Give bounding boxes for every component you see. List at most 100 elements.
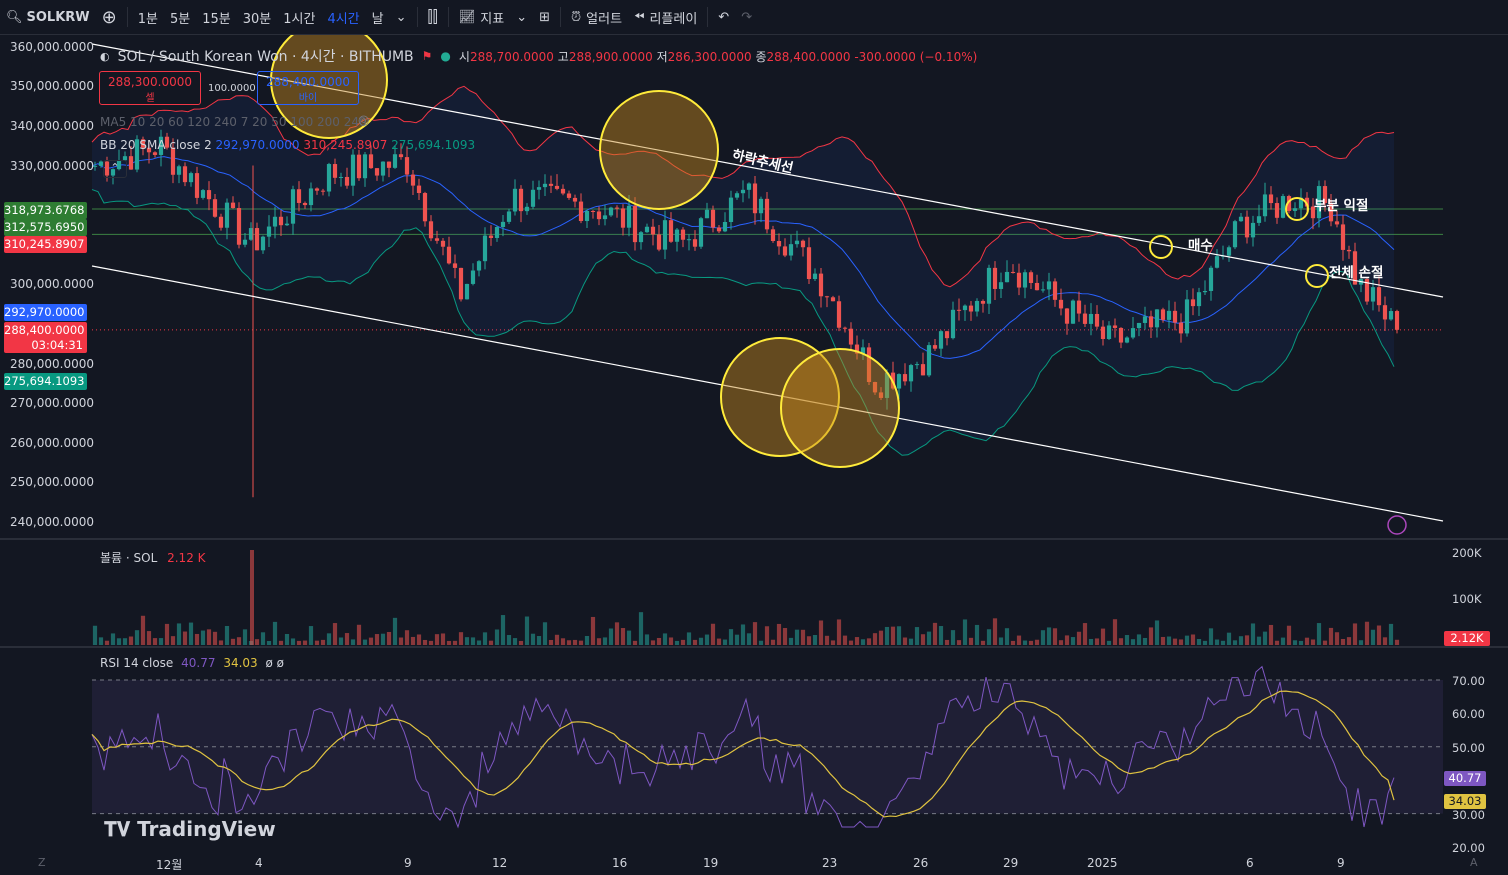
candle-body xyxy=(434,238,440,241)
timeframe-1h[interactable]: 1시간 xyxy=(283,11,316,27)
volume-bar xyxy=(1322,640,1328,645)
volume-bar xyxy=(392,617,398,645)
timeframe-15m[interactable]: 15분 xyxy=(202,11,231,27)
candle-body xyxy=(596,211,602,220)
candle-body xyxy=(566,193,572,198)
zoom-icon[interactable]: Z xyxy=(38,856,46,869)
volume-bar xyxy=(992,618,998,645)
candle-body xyxy=(152,152,158,155)
volume-bar xyxy=(440,633,446,645)
brand-label: TradingView xyxy=(137,817,276,841)
candle-body xyxy=(1136,322,1142,329)
timeframe-30m[interactable]: 30분 xyxy=(242,11,272,27)
time-tick: 2025 xyxy=(1087,856,1118,870)
candle-body xyxy=(1346,249,1352,252)
alert-label: 얼러트 xyxy=(586,11,623,27)
volume-bar xyxy=(842,635,848,645)
volume-bar xyxy=(554,634,560,645)
volume-bar xyxy=(404,630,410,645)
volume-bar xyxy=(1172,638,1178,645)
replay-button[interactable]: ⏪︎ 리플레이 xyxy=(628,0,703,34)
hidden-eye-icon[interactable]: ◎ xyxy=(358,113,370,128)
flag-icon[interactable]: ⚑ xyxy=(421,49,433,63)
volume-bar xyxy=(1244,635,1250,645)
price-tick: 340,000.0000 xyxy=(10,119,94,133)
volume-bar xyxy=(1106,640,1112,645)
rsi-value: 40.77 xyxy=(181,656,216,670)
auto-scale-icon[interactable]: A xyxy=(1470,856,1478,869)
time-tick: 12월 xyxy=(156,858,183,872)
volume-bar xyxy=(1112,619,1118,645)
open-value: 288,700.0000 xyxy=(469,49,554,64)
volume-value: 2.12 K xyxy=(167,551,206,565)
ma-legend[interactable]: MA5 10 20 60 120 240 7 20 50 100 200 240 xyxy=(100,115,367,129)
compare-button[interactable]: ⊕ xyxy=(96,0,123,34)
timeframe-1d[interactable]: 날 xyxy=(371,11,384,27)
candle-body xyxy=(1082,313,1088,324)
annotation-full-stop[interactable]: 전체 손절 xyxy=(1329,265,1384,281)
candle-body xyxy=(1154,309,1160,328)
annotation-buy[interactable]: 매수 xyxy=(1188,238,1213,254)
candle-body xyxy=(254,228,260,251)
indicators-button[interactable]: 📈︎ 지표 xyxy=(453,0,510,34)
timeframe-4h[interactable]: 4시간 xyxy=(327,11,360,27)
rsi-legend[interactable]: RSI 14 close 40.77 34.03 ø ø xyxy=(100,656,284,670)
volume-bar xyxy=(356,624,362,645)
templates-button[interactable]: ⊞ xyxy=(533,0,556,34)
volume-bar xyxy=(1280,637,1286,645)
candle-body xyxy=(374,168,380,176)
candle-body xyxy=(170,147,176,175)
volume-bar xyxy=(728,629,734,645)
candle-body xyxy=(1010,271,1016,273)
symbol-search[interactable]: 🔍︎ SOLKRW xyxy=(0,0,96,34)
candle-body xyxy=(320,190,326,192)
candle-body xyxy=(290,189,296,224)
indicators-dropdown[interactable]: ⌄ xyxy=(510,0,533,34)
sell-button[interactable]: 288,300.0000 셀 xyxy=(99,71,201,105)
timeframe-5m[interactable]: 5분 xyxy=(169,11,191,27)
bar-countdown: 03:04:31 xyxy=(31,338,83,352)
collapse-legend-button[interactable]: ⌃ xyxy=(103,160,127,178)
buy-button[interactable]: 288,400.0000 바이 xyxy=(257,71,359,105)
candle-body xyxy=(818,273,824,297)
chart-type-button[interactable]: ⫿⫿ xyxy=(422,0,444,34)
annotation-partial-profit[interactable]: 부분 익절 xyxy=(1314,198,1369,214)
candle-body xyxy=(512,188,518,212)
candle-body xyxy=(770,229,776,241)
volume-bar xyxy=(944,639,950,645)
candle-body xyxy=(1364,279,1370,302)
divider xyxy=(447,7,449,27)
high-label: 고 xyxy=(557,49,569,64)
bb-legend[interactable]: BB 20 SMA close 2 292,970.0000 310,245.8… xyxy=(100,138,475,152)
candle-body xyxy=(722,221,728,232)
undo-button[interactable]: ↶ xyxy=(712,0,735,34)
time-tick: 9 xyxy=(404,856,412,870)
timeframe-dropdown[interactable]: ⌄ xyxy=(390,0,413,34)
candle-body xyxy=(590,210,596,212)
volume-bar xyxy=(110,633,116,645)
bb-basis-line xyxy=(91,156,1395,359)
volume-bar xyxy=(1022,640,1028,645)
chart-canvas[interactable] xyxy=(0,35,1508,875)
candle-body xyxy=(794,240,800,245)
volume-bar xyxy=(332,623,338,645)
volume-bar xyxy=(326,633,332,645)
candles-icon: ⫿⫿ xyxy=(427,7,438,26)
volume-bar xyxy=(974,624,980,645)
redo-button[interactable]: ↷ xyxy=(735,0,758,34)
candle-body xyxy=(506,211,512,222)
symbol-title[interactable]: SOL / South Korean Won · 4시간 · BITHUMB xyxy=(117,49,414,65)
candle-body xyxy=(1244,216,1250,238)
volume-bar xyxy=(1052,628,1058,645)
candle-body xyxy=(1196,292,1202,307)
volume-bar xyxy=(1028,640,1034,645)
alert-button[interactable]: ⏰︎ 얼러트 xyxy=(565,0,628,34)
candle-body xyxy=(998,282,1004,289)
candle-body xyxy=(1328,203,1334,222)
candle-body xyxy=(914,364,920,366)
volume-legend[interactable]: 볼륨 · SOL 2.12 K xyxy=(100,549,206,566)
volume-bar-spike xyxy=(250,550,254,645)
candle-body xyxy=(1040,289,1046,291)
volume-bar xyxy=(1274,640,1280,645)
timeframe-1m[interactable]: 1분 xyxy=(137,11,158,27)
